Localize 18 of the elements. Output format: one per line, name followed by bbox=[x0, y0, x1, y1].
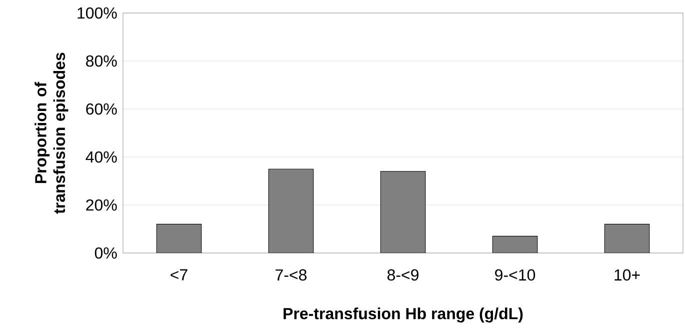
x-axis-title: Pre-transfusion Hb range (g/dL) bbox=[284, 308, 523, 323]
y-tick-label: 40% bbox=[86, 151, 117, 163]
x-tick-label: 8-<9 bbox=[387, 269, 418, 281]
x-tick-label: 7-<8 bbox=[276, 269, 307, 281]
y-tick-label: 60% bbox=[86, 103, 117, 115]
y-tick-label: 100% bbox=[78, 7, 117, 19]
bar bbox=[380, 171, 426, 253]
bar bbox=[268, 168, 314, 253]
bar bbox=[604, 224, 650, 253]
y-tick-label: 20% bbox=[86, 199, 117, 211]
bar bbox=[492, 236, 538, 253]
y-tick-label: 0% bbox=[94, 247, 117, 259]
bar bbox=[156, 224, 202, 253]
y-axis-title: Proportion of transfusion episodes bbox=[34, 52, 68, 214]
x-tick-label: 9-<10 bbox=[495, 269, 536, 281]
x-tick-label: <7 bbox=[170, 269, 188, 280]
y-tick-label: 80% bbox=[86, 55, 117, 67]
x-tick-label: 10+ bbox=[614, 269, 640, 281]
